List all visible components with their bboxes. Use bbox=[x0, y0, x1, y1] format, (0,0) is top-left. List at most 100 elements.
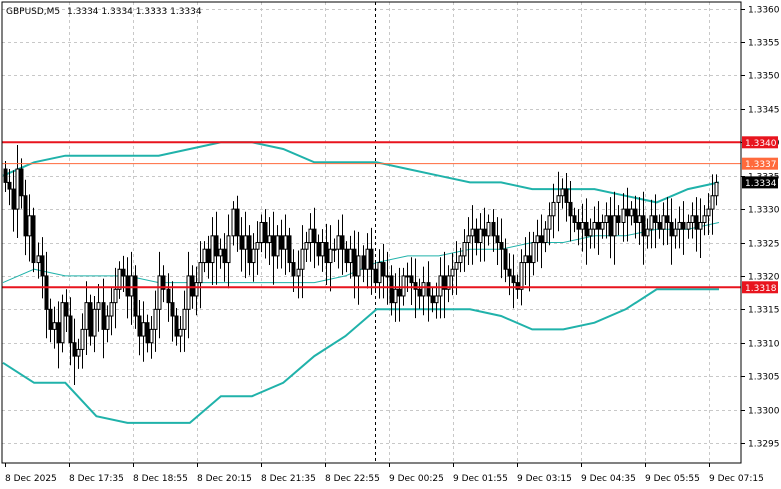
candle-body bbox=[113, 288, 118, 304]
candle-body bbox=[584, 221, 589, 237]
candle-body bbox=[145, 322, 150, 344]
candle-body bbox=[218, 248, 223, 257]
candle-body bbox=[645, 228, 650, 237]
candle-body bbox=[312, 228, 317, 244]
candle-body bbox=[580, 221, 585, 230]
candle-body bbox=[560, 188, 565, 197]
candle-body bbox=[88, 302, 93, 337]
candle-body bbox=[653, 215, 658, 223]
candle-body bbox=[519, 262, 524, 290]
candle-body bbox=[194, 282, 199, 297]
candle-body bbox=[308, 228, 313, 244]
candle-body bbox=[226, 235, 231, 264]
symbol-name: GBPUSD,M5 bbox=[6, 7, 60, 17]
candle-body bbox=[592, 221, 597, 230]
price-tick-label: 1.3330 bbox=[748, 206, 780, 216]
candle-body bbox=[206, 248, 211, 264]
time-tick-label: 8 Dec 22:55 bbox=[325, 474, 380, 484]
candle-body bbox=[170, 302, 175, 317]
candle-body bbox=[600, 221, 605, 230]
candle-body bbox=[531, 242, 536, 264]
candle-body bbox=[621, 208, 626, 223]
candle-body bbox=[64, 302, 69, 317]
candle-body bbox=[462, 242, 467, 257]
candle-body bbox=[665, 215, 670, 223]
candle-body bbox=[421, 282, 426, 297]
candle-body bbox=[515, 282, 520, 290]
candle-body bbox=[324, 242, 329, 264]
candle-body bbox=[564, 188, 569, 203]
candle-body bbox=[19, 168, 24, 197]
candle-body bbox=[296, 268, 301, 277]
candle-body bbox=[202, 248, 207, 264]
candle-body bbox=[52, 322, 57, 330]
candle-body bbox=[365, 248, 370, 270]
candle-body bbox=[405, 275, 410, 278]
candle-body bbox=[458, 255, 463, 264]
candle-body bbox=[710, 195, 715, 210]
candle-body bbox=[291, 262, 296, 277]
time-tick-label: 8 Dec 2025 bbox=[5, 474, 57, 484]
price-tick-label: 1.3305 bbox=[748, 373, 780, 383]
candle-body bbox=[60, 302, 65, 344]
time-axis: 8 Dec 2025 8 Dec 17:35 8 Dec 18:55 8 Dec 20… bbox=[5, 463, 764, 484]
candle-body bbox=[149, 328, 154, 344]
price-tag-label: 1.3337 bbox=[745, 160, 777, 170]
candle-body bbox=[117, 268, 122, 290]
price-tag-label: 1.3340 bbox=[745, 139, 777, 149]
candle-body bbox=[616, 215, 621, 223]
candle-body bbox=[535, 235, 540, 244]
candle-body bbox=[495, 235, 500, 244]
candle-body bbox=[178, 328, 183, 337]
plot-border bbox=[1, 1, 742, 464]
candle-body bbox=[300, 248, 305, 270]
candle-body bbox=[576, 221, 581, 230]
time-tick-label: 8 Dec 21:35 bbox=[261, 474, 316, 484]
candle-body bbox=[511, 275, 516, 284]
candle-body bbox=[239, 235, 244, 250]
time-tick-label: 9 Dec 01:55 bbox=[453, 474, 508, 484]
candle-body bbox=[259, 221, 264, 244]
horizontal-levels[interactable] bbox=[2, 141, 741, 289]
candle-body bbox=[474, 228, 479, 244]
price-tick-label: 1.3310 bbox=[748, 340, 780, 350]
candle-body bbox=[442, 275, 447, 290]
candle-body bbox=[235, 208, 240, 237]
candle-body bbox=[491, 221, 496, 237]
candle-body bbox=[271, 235, 276, 257]
candle-body bbox=[694, 215, 699, 230]
candle-body bbox=[263, 221, 268, 244]
candle-body bbox=[287, 235, 292, 264]
candle-body bbox=[68, 315, 73, 344]
price-tag-label: 1.3334 bbox=[745, 179, 777, 189]
candle-body bbox=[373, 268, 378, 284]
candle-body bbox=[673, 228, 678, 237]
candle-body bbox=[174, 315, 179, 337]
candle-body bbox=[210, 235, 215, 264]
candle-body bbox=[698, 221, 703, 230]
candle-body bbox=[612, 215, 617, 237]
price-tag-orange-level bbox=[742, 157, 778, 170]
candle-body bbox=[11, 188, 16, 210]
candle-body bbox=[332, 248, 337, 251]
price-tag-label: 1.3318 bbox=[745, 284, 777, 294]
candle-body bbox=[101, 302, 106, 330]
candle-body bbox=[608, 215, 613, 237]
candle-body bbox=[385, 275, 390, 278]
candle-body bbox=[499, 242, 504, 250]
time-tick-label: 9 Dec 05:55 bbox=[645, 474, 700, 484]
candle-body bbox=[413, 282, 418, 290]
candle-body bbox=[348, 248, 353, 264]
candle-body bbox=[109, 302, 114, 317]
candle-body bbox=[304, 242, 309, 250]
candle-body bbox=[478, 228, 483, 244]
time-tick-label: 8 Dec 20:15 bbox=[197, 474, 252, 484]
candle-body bbox=[340, 235, 345, 250]
candle-body bbox=[657, 221, 662, 230]
candle-body bbox=[231, 208, 236, 237]
candle-body bbox=[190, 275, 195, 297]
candle-body bbox=[198, 262, 203, 284]
candle-body bbox=[320, 242, 325, 257]
candle-body bbox=[369, 248, 374, 270]
